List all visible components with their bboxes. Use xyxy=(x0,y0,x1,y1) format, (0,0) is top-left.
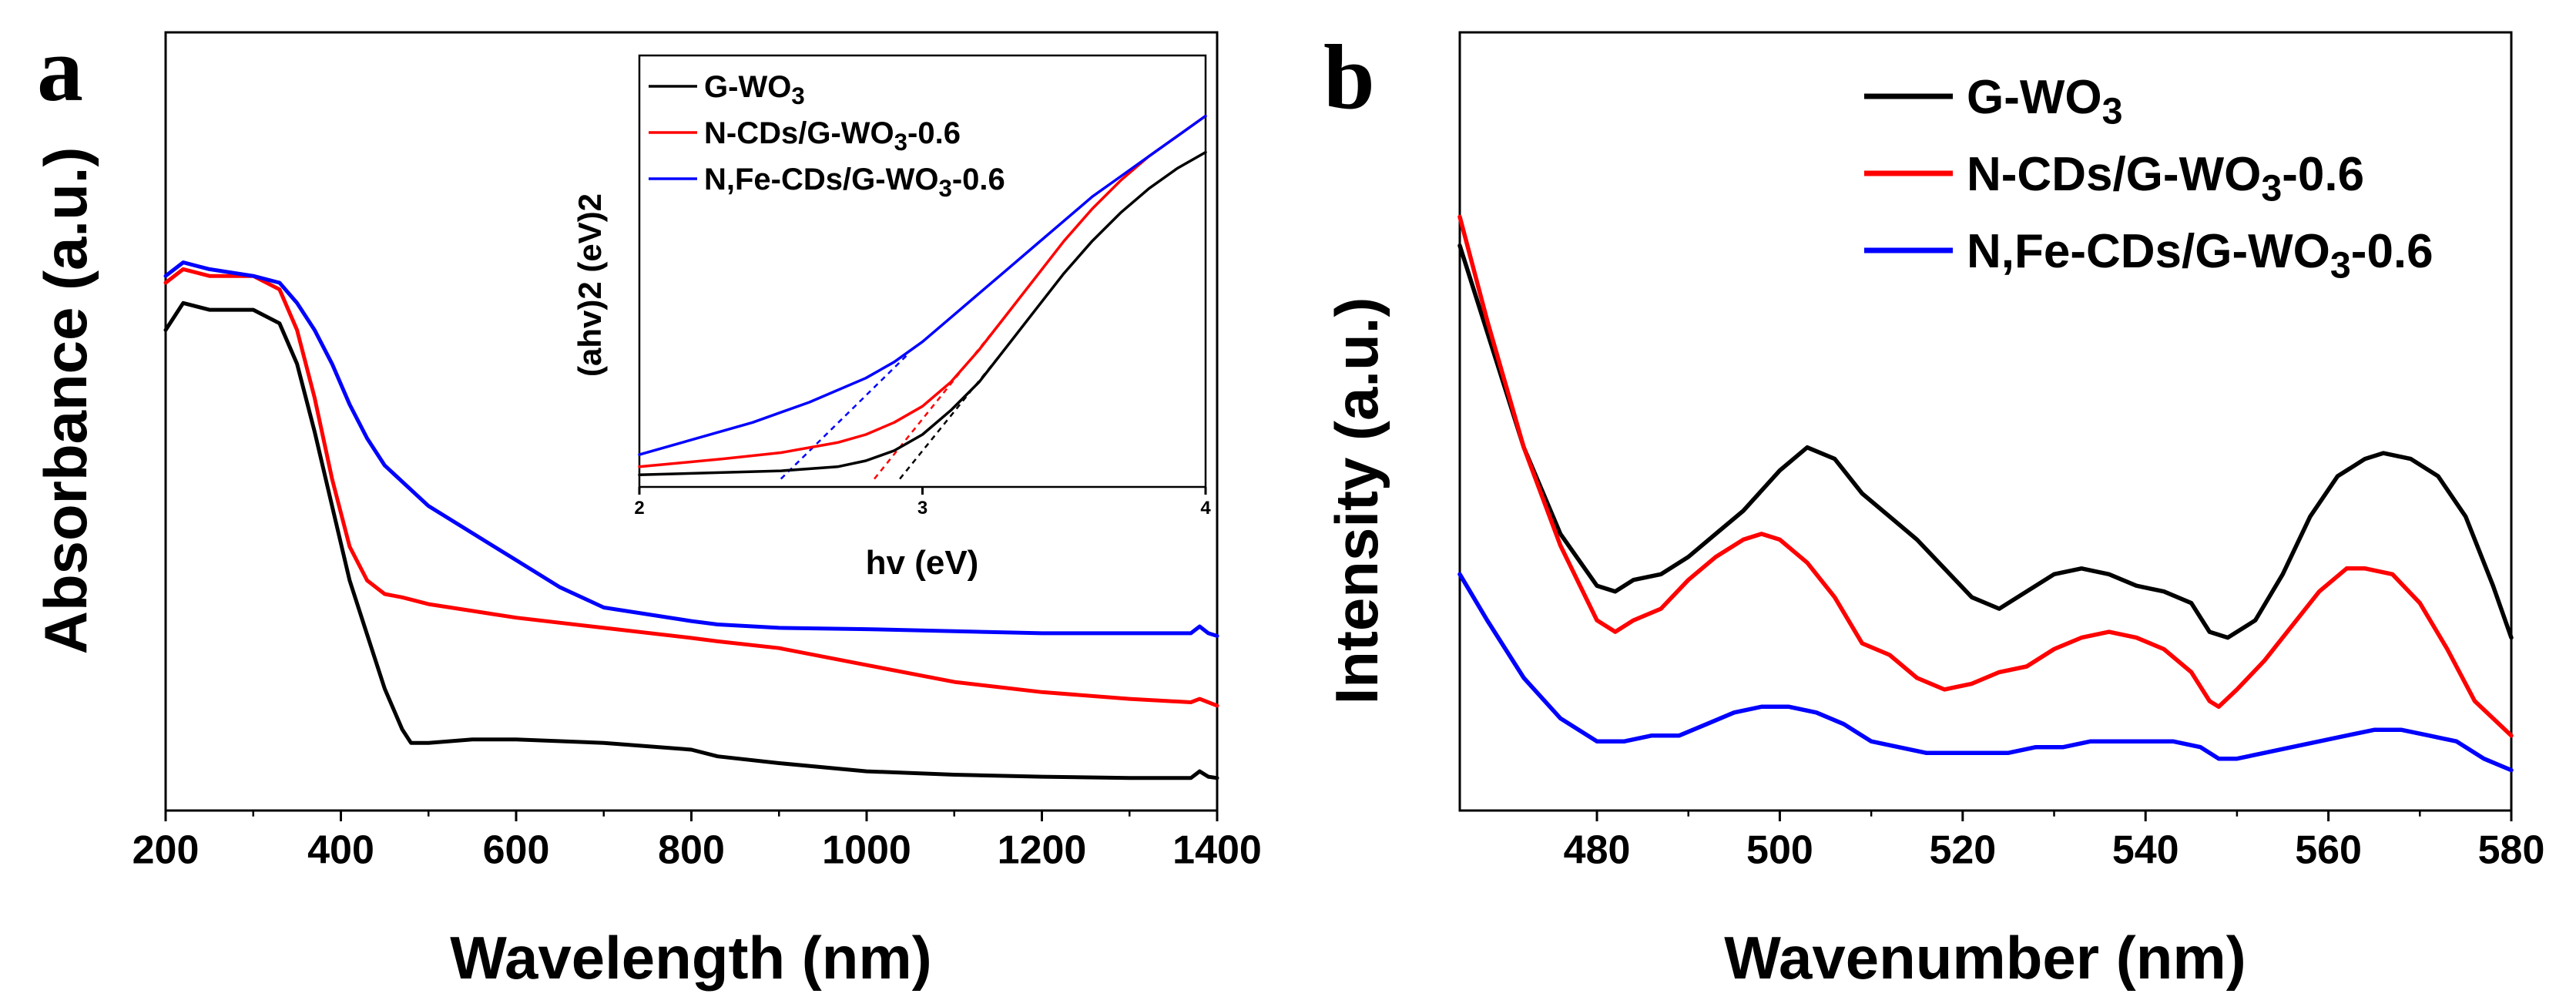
inset-series xyxy=(638,114,1207,477)
panel-a-y-axis-title: Absorbance (a.u.) xyxy=(32,147,99,655)
panel-letter-b: b xyxy=(1323,25,1375,128)
panel-a-x-tick-labels: 200 400 600 800 1000 1200 1400 xyxy=(132,828,1262,873)
panel-a-series-n-fe-cds-g-wo3-0-6 xyxy=(163,260,1219,638)
panel-b: b Intensity (a.u.) 480 500 520 540 560 580 Wa… xyxy=(1323,25,2544,992)
inset-x-ticks xyxy=(638,487,1207,495)
panel-a-x-tick-label-1000: 1000 xyxy=(822,828,911,873)
panel-b-x-tick-label-560: 560 xyxy=(2295,828,2362,873)
panel-b-legend-label-n-cds-g-wo3-0-6: N-CDs/G-WO3​-0.6 xyxy=(1967,148,2364,210)
panel-b-legend-label-g-wo3: G-WO3​ xyxy=(1967,71,2123,133)
panel-a-x-tick-label-800: 800 xyxy=(658,828,725,873)
panel-b-x-tick-label-580: 580 xyxy=(2478,828,2545,873)
panel-b-x-tick-labels: 480 500 520 540 560 580 xyxy=(1564,828,2545,873)
inset-legend-label-n-cds-g-wo3-0-6: N-CDs/G-WO3​-0.6 xyxy=(704,116,961,156)
panel-b-series-n-cds-g-wo3-0-6 xyxy=(1457,214,2514,738)
panel-b-legend-label-n-fe-cds-g-wo3-0-6: N,Fe-CDs/G-WO3​-0.6 xyxy=(1967,225,2433,287)
panel-b-x-axis-title: Wavenumber (nm) xyxy=(1724,924,2246,992)
inset-x-tick-labels: 2 3 4 xyxy=(634,498,1211,519)
panel-b-y-axis-title: Intensity (a.u.) xyxy=(1323,297,1390,705)
panel-b-x-ticks xyxy=(1595,811,2513,821)
panel-b-x-tick-label-520: 520 xyxy=(1929,828,1996,873)
panel-a-x-tick-label-200: 200 xyxy=(132,828,200,873)
panel-b-x-tick-label-480: 480 xyxy=(1564,828,1631,873)
inset-tangent-n-cds-g-wo3-0-6 xyxy=(874,313,1008,480)
panel-b-plot-frame xyxy=(1458,31,2513,812)
inset-plot-frame xyxy=(638,54,1207,488)
panel-a-x-ticks xyxy=(164,811,1219,821)
panel-letter-a: a xyxy=(37,18,83,120)
inset-x-tick-label-4: 4 xyxy=(1200,498,1211,519)
panel-a-x-tick-label-1200: 1200 xyxy=(998,828,1087,873)
panel-a-inset: (ahv)2 (eV)2 2 3 4 hv (eV) G-WO3​ N-CDs/G-W… xyxy=(572,54,1211,582)
inset-legend: G-WO3​ N-CDs/G-WO3​-0.6 N,Fe-CDs/G-WO3​-0.… xyxy=(649,70,1005,202)
panel-b-series-g-wo3 xyxy=(1457,243,2514,640)
panel-a-series xyxy=(163,260,1219,780)
panel-b-legend: G-WO3​ N-CDs/G-WO3​-0.6 N,Fe-CDs/G-WO3​-0.… xyxy=(1864,71,2433,287)
inset-series-n-cds-g-wo3-0-6 xyxy=(638,114,1207,468)
panel-b-x-tick-label-540: 540 xyxy=(2112,828,2179,873)
inset-legend-label-n-fe-cds-g-wo3-0-6: N,Fe-CDs/G-WO3​-0.6 xyxy=(704,163,1005,202)
inset-x-tick-label-2: 2 xyxy=(634,498,644,519)
panel-a-x-tick-label-600: 600 xyxy=(483,828,550,873)
inset-series-g-wo3 xyxy=(638,150,1207,477)
inset-x-axis-title: hv (eV) xyxy=(866,544,979,582)
inset-y-axis-title: (ahv)2 (eV)2 xyxy=(572,193,608,377)
panel-b-series-n-fe-cds-g-wo3-0-6 xyxy=(1457,572,2514,773)
panel-a-series-g-wo3 xyxy=(163,300,1219,780)
inset-series-n-fe-cds-g-wo3-0-6 xyxy=(638,114,1207,456)
panel-a-series-n-cds-g-wo3-0-6 xyxy=(163,267,1219,708)
panel-a-x-tick-label-400: 400 xyxy=(307,828,374,873)
panel-a-x-tick-label-1400: 1400 xyxy=(1172,828,1262,873)
panel-a-x-axis-title: Wavelength (nm) xyxy=(450,924,931,992)
panel-b-series xyxy=(1457,214,2514,773)
inset-legend-label-g-wo3: G-WO3​ xyxy=(704,70,805,109)
inset-x-tick-label-3: 3 xyxy=(917,498,927,519)
panel-b-x-tick-label-500: 500 xyxy=(1746,828,1813,873)
panel-a: a Absorbance (a.u.) 200 400 600 800 1000 1200… xyxy=(32,18,1262,992)
